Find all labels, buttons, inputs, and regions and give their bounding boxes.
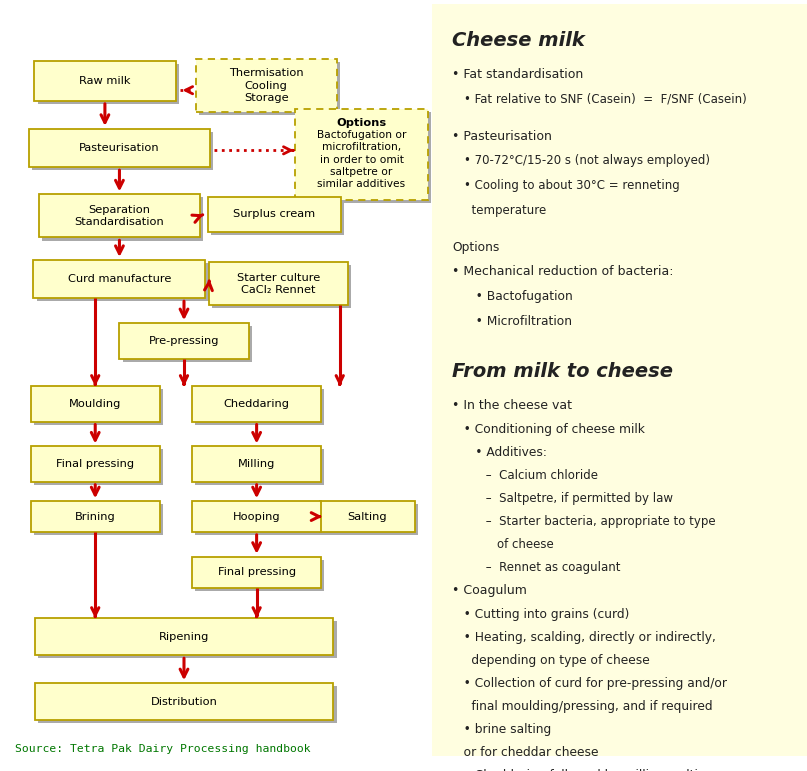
- Text: • Fat relative to SNF (Casein)  =  F/SNF (Casein): • Fat relative to SNF (Casein) = F/SNF (…: [464, 93, 746, 106]
- FancyBboxPatch shape: [323, 504, 418, 535]
- Text: • Cooling to about 30°C = renneting: • Cooling to about 30°C = renneting: [464, 179, 679, 192]
- Text: saltpetre or: saltpetre or: [330, 167, 393, 177]
- Text: • Microfiltration: • Microfiltration: [464, 315, 572, 328]
- Text: • Bactofugation: • Bactofugation: [464, 290, 573, 303]
- Text: From milk to cheese: From milk to cheese: [452, 362, 673, 382]
- FancyBboxPatch shape: [31, 501, 160, 532]
- Text: • brine salting: • brine salting: [452, 723, 551, 736]
- FancyBboxPatch shape: [195, 389, 324, 425]
- Text: Source: Tetra Pak Dairy Processing handbook: Source: Tetra Pak Dairy Processing handb…: [15, 744, 310, 754]
- FancyBboxPatch shape: [35, 683, 333, 720]
- Text: • Pasteurisation: • Pasteurisation: [452, 130, 552, 143]
- Text: • In the cheese vat: • In the cheese vat: [452, 399, 572, 412]
- Text: Salting: Salting: [347, 512, 387, 521]
- FancyBboxPatch shape: [299, 112, 431, 203]
- Text: Moulding: Moulding: [69, 399, 121, 409]
- Text: Final pressing: Final pressing: [56, 460, 134, 469]
- Text: Surplus cream: Surplus cream: [233, 210, 316, 219]
- Text: Pre-pressing: Pre-pressing: [148, 336, 220, 345]
- FancyBboxPatch shape: [192, 501, 321, 532]
- Text: Hooping: Hooping: [232, 512, 281, 521]
- Text: • Cheddaring followed by milling, salting,: • Cheddaring followed by milling, saltin…: [452, 769, 717, 771]
- Text: Raw milk: Raw milk: [79, 76, 131, 86]
- FancyBboxPatch shape: [195, 449, 324, 485]
- Text: depending on type of cheese: depending on type of cheese: [452, 654, 650, 667]
- FancyBboxPatch shape: [195, 560, 324, 591]
- FancyBboxPatch shape: [31, 132, 213, 170]
- FancyBboxPatch shape: [35, 61, 176, 101]
- Text: Pasteurisation: Pasteurisation: [79, 143, 160, 153]
- Text: Bactofugation or: Bactofugation or: [317, 130, 406, 140]
- FancyBboxPatch shape: [42, 197, 203, 241]
- FancyBboxPatch shape: [195, 504, 324, 535]
- Text: microfiltration,: microfiltration,: [322, 143, 401, 153]
- FancyBboxPatch shape: [211, 200, 344, 235]
- Text: or for cheddar cheese: or for cheddar cheese: [452, 746, 599, 759]
- FancyBboxPatch shape: [192, 386, 321, 422]
- Bar: [432, 4, 807, 756]
- FancyBboxPatch shape: [38, 686, 337, 723]
- Text: Cheese milk: Cheese milk: [452, 31, 585, 50]
- Text: Starter culture
CaCl₂ Rennet: Starter culture CaCl₂ Rennet: [236, 272, 320, 295]
- FancyBboxPatch shape: [39, 194, 200, 237]
- FancyBboxPatch shape: [212, 265, 351, 308]
- FancyBboxPatch shape: [192, 557, 321, 588]
- FancyBboxPatch shape: [119, 323, 249, 359]
- FancyBboxPatch shape: [295, 109, 428, 200]
- FancyBboxPatch shape: [208, 197, 341, 232]
- Text: final moulding/pressing, and if required: final moulding/pressing, and if required: [452, 700, 713, 713]
- Text: • 70-72°C/15-20 s (not always employed): • 70-72°C/15-20 s (not always employed): [464, 154, 710, 167]
- Text: • Collection of curd for pre-pressing and/or: • Collection of curd for pre-pressing an…: [452, 677, 727, 690]
- Text: of cheese: of cheese: [452, 538, 554, 551]
- Text: • Fat standardisation: • Fat standardisation: [452, 68, 583, 81]
- Text: • Coagulum: • Coagulum: [452, 584, 527, 598]
- Text: • Additives:: • Additives:: [452, 446, 547, 459]
- Text: –  Saltpetre, if permitted by law: – Saltpetre, if permitted by law: [452, 492, 673, 505]
- FancyBboxPatch shape: [34, 449, 163, 485]
- FancyBboxPatch shape: [38, 64, 178, 104]
- Text: • Mechanical reduction of bacteria:: • Mechanical reduction of bacteria:: [452, 265, 673, 278]
- FancyBboxPatch shape: [199, 62, 341, 115]
- FancyBboxPatch shape: [34, 389, 163, 425]
- Text: Final pressing: Final pressing: [218, 567, 295, 577]
- Text: Cheddaring: Cheddaring: [224, 399, 290, 409]
- FancyBboxPatch shape: [123, 326, 252, 362]
- FancyBboxPatch shape: [31, 386, 160, 422]
- Text: Distribution: Distribution: [151, 697, 217, 706]
- FancyBboxPatch shape: [209, 262, 348, 305]
- Text: Ripening: Ripening: [159, 632, 209, 641]
- Text: Brining: Brining: [75, 512, 115, 521]
- Text: Curd manufacture: Curd manufacture: [68, 274, 171, 284]
- Text: Options: Options: [337, 118, 387, 128]
- Text: temperature: temperature: [464, 204, 546, 217]
- FancyBboxPatch shape: [34, 504, 163, 535]
- Text: • Heating, scalding, directly or indirectly,: • Heating, scalding, directly or indirec…: [452, 631, 716, 644]
- FancyBboxPatch shape: [33, 260, 205, 298]
- Text: • Cutting into grains (curd): • Cutting into grains (curd): [452, 608, 629, 621]
- Text: –  Rennet as coagulant: – Rennet as coagulant: [452, 561, 621, 574]
- Text: Thermisation
Cooling
Storage: Thermisation Cooling Storage: [229, 68, 303, 103]
- Text: in order to omit: in order to omit: [320, 155, 404, 165]
- Text: Separation
Standardisation: Separation Standardisation: [74, 204, 165, 227]
- Text: • Conditioning of cheese milk: • Conditioning of cheese milk: [452, 423, 645, 436]
- FancyBboxPatch shape: [38, 621, 337, 658]
- Text: similar additives: similar additives: [317, 180, 406, 190]
- Text: Options: Options: [452, 241, 500, 254]
- FancyBboxPatch shape: [31, 446, 160, 482]
- FancyBboxPatch shape: [37, 263, 208, 301]
- Text: Milling: Milling: [238, 460, 275, 469]
- FancyBboxPatch shape: [320, 501, 415, 532]
- FancyBboxPatch shape: [196, 59, 337, 112]
- Text: –  Starter bacteria, appropriate to type: – Starter bacteria, appropriate to type: [452, 515, 716, 528]
- Text: –  Calcium chloride: – Calcium chloride: [452, 469, 598, 482]
- FancyBboxPatch shape: [192, 446, 321, 482]
- FancyBboxPatch shape: [35, 618, 333, 655]
- FancyBboxPatch shape: [28, 129, 210, 167]
